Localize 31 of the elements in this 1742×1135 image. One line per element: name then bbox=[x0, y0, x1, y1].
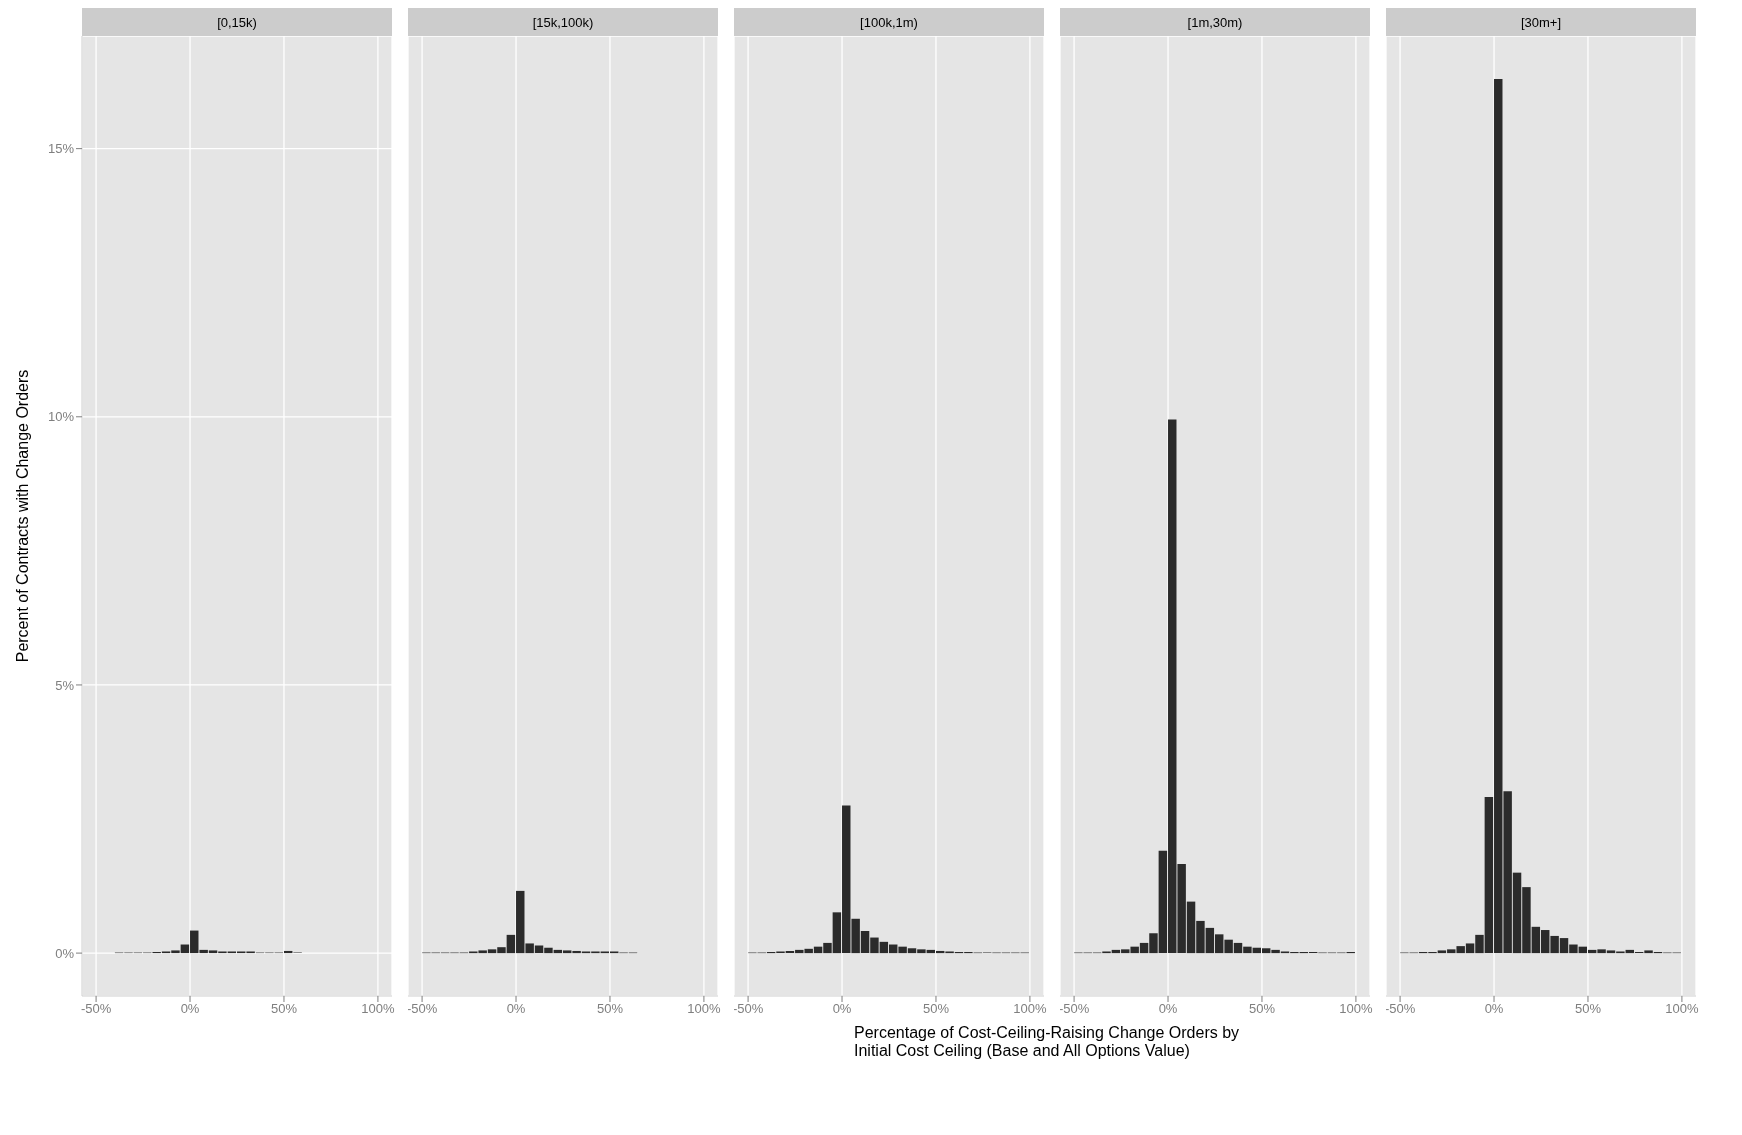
x-tick-label: 100% bbox=[1339, 1001, 1373, 1017]
y-axis-title: Percent of Contracts with Change Orders bbox=[14, 369, 32, 663]
x-tick-label: 50% bbox=[1248, 1001, 1276, 1017]
y-tick-label: 5% bbox=[55, 677, 75, 693]
x-tick-label: -50% bbox=[1058, 1001, 1090, 1017]
x-tick-label: 100% bbox=[361, 1001, 395, 1017]
chart-title: [0,15k) bbox=[82, 8, 392, 36]
x-tick-label: 50% bbox=[270, 1001, 298, 1017]
x-tick-label: 100% bbox=[687, 1001, 721, 1017]
x-tick-label: 100% bbox=[1013, 1001, 1047, 1017]
chart-title: [15k,100k) bbox=[408, 8, 718, 36]
chart-title: [30m+] bbox=[1386, 8, 1696, 36]
x-tick-label: 0% bbox=[1484, 1001, 1504, 1017]
x-axis-title: Percentage of Cost-Ceiling-Raising Change Orders by Initial Cost Ceiling (Base and All Options Value) bbox=[854, 1024, 1240, 1060]
y-tick-label: 10% bbox=[47, 409, 75, 425]
x-tick-label: 0% bbox=[506, 1001, 526, 1017]
x-tick-label: -50% bbox=[1384, 1001, 1416, 1017]
chart-title: [1m,30m) bbox=[1060, 8, 1370, 36]
x-tick-label: -50% bbox=[406, 1001, 438, 1017]
x-tick-label: -50% bbox=[732, 1001, 764, 1017]
x-tick-label: 0% bbox=[180, 1001, 200, 1017]
x-tick-label: 50% bbox=[1574, 1001, 1602, 1017]
y-tick-label: 0% bbox=[55, 945, 75, 961]
x-tick-label: 0% bbox=[832, 1001, 852, 1017]
x-tick-label: 100% bbox=[1665, 1001, 1699, 1017]
x-tick-label: 0% bbox=[1158, 1001, 1178, 1017]
y-tick-label: 15% bbox=[47, 141, 75, 157]
x-tick-label: 50% bbox=[596, 1001, 624, 1017]
x-tick-label: -50% bbox=[80, 1001, 112, 1017]
x-tick-label: 50% bbox=[922, 1001, 950, 1017]
chart-title: [100k,1m) bbox=[734, 8, 1044, 36]
